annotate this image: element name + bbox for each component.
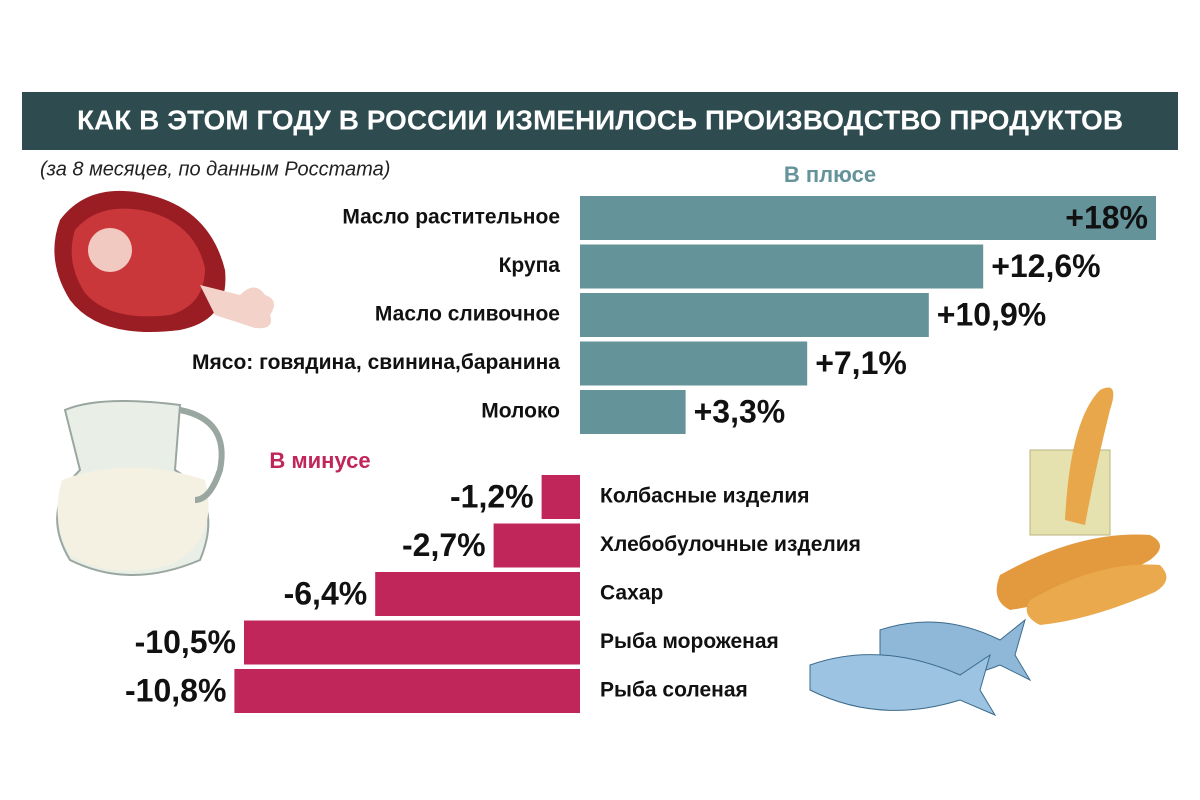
value-label: +12,6% — [991, 248, 1100, 284]
value-label: -1,2% — [450, 478, 534, 514]
category-label: Крупа — [499, 254, 561, 277]
value-label: +10,9% — [937, 296, 1046, 332]
value-label: -2,7% — [402, 527, 486, 563]
title-banner — [22, 92, 1178, 150]
bar — [541, 475, 580, 519]
value-label: -10,8% — [125, 672, 226, 708]
bar — [580, 341, 808, 386]
fish-illustration — [809, 618, 1032, 717]
minus-title: В минусе — [269, 448, 370, 473]
category-label: Хлебобулочные изделия — [600, 533, 861, 556]
value-label: -6,4% — [284, 575, 368, 611]
category-label: Рыба мороженая — [600, 630, 779, 653]
category-label: Сахар — [600, 582, 663, 605]
jug-illustration — [56, 400, 225, 576]
meat-illustration — [54, 190, 274, 332]
bar — [375, 572, 580, 616]
value-label: +18% — [1065, 199, 1148, 235]
value-label: +7,1% — [815, 345, 907, 381]
value-label: -10,5% — [135, 624, 236, 660]
bar — [580, 390, 686, 434]
bar — [234, 669, 580, 713]
category-label: Рыба соленая — [600, 679, 748, 702]
bar — [580, 293, 929, 337]
category-label: Колбасные изделия — [600, 485, 810, 508]
title: КАК В ЭТОМ ГОДУ В РОССИИ ИЗМЕНИЛОСЬ ПРОИ… — [77, 104, 1123, 135]
bar — [580, 244, 984, 289]
category-label: Масло растительное — [342, 206, 560, 229]
category-label: Молоко — [481, 400, 560, 423]
value-label: +3,3% — [694, 393, 786, 429]
category-label: Масло сливочное — [375, 303, 560, 326]
bar — [244, 620, 580, 665]
category-label: Мясо: говядина, свинина,баранина — [192, 351, 560, 374]
bread-illustration — [996, 387, 1167, 625]
subtitle: (за 8 месяцев, по данным Росстата) — [40, 158, 390, 180]
plus-title: В плюсе — [784, 162, 876, 187]
bar — [493, 523, 580, 568]
bar — [580, 196, 1156, 240]
